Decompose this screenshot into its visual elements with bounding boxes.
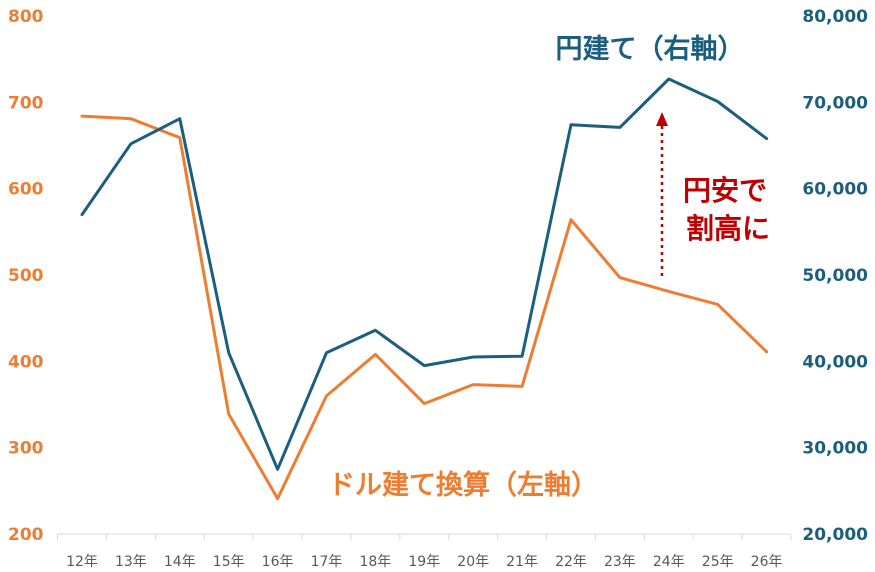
right-tick-label: 60,000	[802, 180, 868, 200]
left-axis-ticks: 200 300 400 500 600 700 800	[8, 7, 44, 545]
series-lines	[80, 77, 769, 501]
left-tick-label: 500	[8, 266, 44, 286]
annotation-line-2: 割高に	[686, 212, 770, 245]
left-tick-label: 300	[8, 439, 44, 459]
x-tick-label: 24年	[653, 554, 685, 570]
right-tick-label: 50,000	[802, 266, 868, 286]
x-tick-label: 15年	[213, 554, 245, 570]
series-line-yen	[80, 77, 769, 471]
x-axis-ticks: 12年 13年 14年 15年 16年 17年 18年 19年 20年 21年 22年 23年 24年 2…	[57, 534, 792, 570]
x-tick-label: 14年	[164, 554, 196, 570]
x-tick-label: 20年	[457, 554, 489, 570]
right-tick-label: 30,000	[802, 439, 868, 459]
arrowhead-icon	[656, 112, 668, 126]
x-tick-label: 16年	[262, 554, 294, 570]
series-label-yen: 円建て（右軸）	[556, 34, 745, 65]
left-tick-label: 200	[8, 525, 44, 545]
x-tick-label: 26年	[751, 554, 783, 570]
x-tick-label: 12年	[66, 554, 98, 570]
series-label-usd: ドル建て換算（左軸）	[328, 469, 598, 501]
x-tick-label: 13年	[115, 554, 147, 570]
left-tick-label: 600	[8, 180, 44, 200]
left-tick-label: 400	[8, 352, 44, 372]
x-tick-label: 22年	[555, 554, 587, 570]
left-tick-label: 800	[8, 7, 44, 27]
right-tick-label: 70,000	[802, 93, 868, 113]
left-tick-label: 700	[8, 93, 44, 113]
annotation-line-1: 円安で	[683, 174, 767, 207]
x-tick-label: 19年	[408, 554, 440, 570]
right-axis-ticks: 20,000 30,000 40,000 50,000 60,000 70,000 80,0…	[802, 7, 868, 545]
x-tick-label: 18年	[359, 554, 391, 570]
right-tick-label: 40,000	[802, 352, 868, 372]
right-tick-label: 20,000	[802, 525, 868, 545]
x-tick-label: 21年	[506, 554, 538, 570]
right-tick-label: 80,000	[802, 7, 868, 27]
x-tick-label: 17年	[311, 554, 343, 570]
x-tick-label: 25年	[702, 554, 734, 570]
x-tick-label: 23年	[604, 554, 636, 570]
series-line-usd	[80, 114, 769, 501]
